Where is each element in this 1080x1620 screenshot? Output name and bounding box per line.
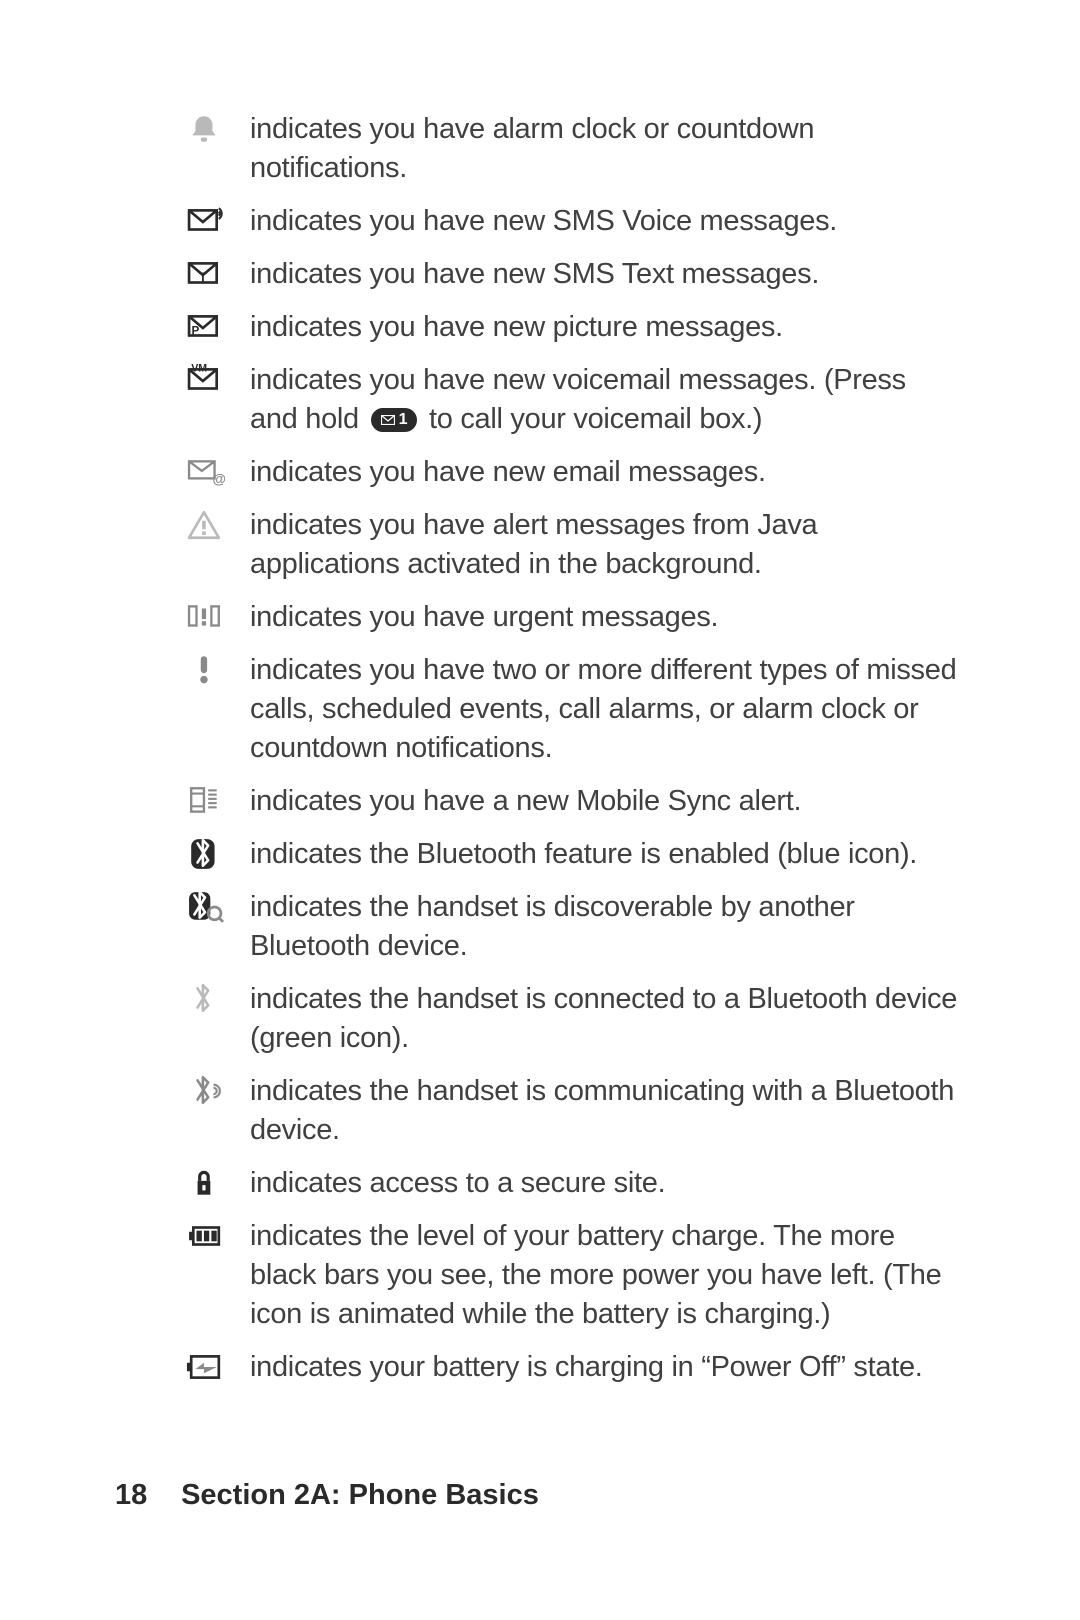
icon-row: indicates your battery is charging in “P…: [160, 1348, 960, 1387]
bt-discoverable-icon: [160, 888, 250, 924]
icon-row: indicates you have new voicemail message…: [160, 361, 960, 439]
voicemail-icon: [160, 361, 250, 397]
charging-off-icon: [160, 1348, 250, 1384]
section-label: Section 2A: Phone Basics: [181, 1479, 539, 1511]
icon-description: indicates the handset is communicating w…: [250, 1072, 960, 1150]
icon-row: indicates the handset is connected to a …: [160, 980, 960, 1058]
battery-icon: [160, 1217, 250, 1253]
icon-row: indicates you have a new Mobile Sync ale…: [160, 782, 960, 821]
icon-description: indicates the handset is discoverable by…: [250, 888, 960, 966]
icon-description: indicates you have new picture messages.: [250, 308, 960, 347]
icon-row: indicates you have new SMS Voice message…: [160, 202, 960, 241]
icon-description: indicates the Bluetooth feature is enabl…: [250, 835, 960, 874]
voicemail-key-label: 1: [399, 408, 408, 432]
lock-icon: [160, 1164, 250, 1200]
icon-description: indicates you have alert messages from J…: [250, 506, 960, 584]
icon-row: indicates access to a secure site.: [160, 1164, 960, 1203]
desc-text-post: to call your voicemail box.): [421, 403, 762, 435]
icon-description: indicates you have new SMS Voice message…: [250, 202, 960, 241]
alert-triangle-icon: [160, 506, 250, 542]
icon-description: indicates you have urgent messages.: [250, 598, 960, 637]
icon-description-list: indicates you have alarm clock or countd…: [160, 110, 960, 1387]
icon-row: indicates the level of your battery char…: [160, 1217, 960, 1334]
page-number: 18: [115, 1479, 173, 1512]
bt-connected-icon: [160, 980, 250, 1016]
sms-text-icon: [160, 255, 250, 291]
icon-row: indicates the handset is discoverable by…: [160, 888, 960, 966]
icon-row: indicates the handset is communicating w…: [160, 1072, 960, 1150]
icon-description: indicates the level of your battery char…: [250, 1217, 960, 1334]
multi-missed-icon: [160, 651, 250, 687]
email-icon: [160, 453, 250, 489]
icon-row: indicates you have alarm clock or countd…: [160, 110, 960, 188]
bt-enabled-icon: [160, 835, 250, 871]
icon-description: indicates you have a new Mobile Sync ale…: [250, 782, 960, 821]
icon-row: indicates you have new email messages.: [160, 453, 960, 492]
sms-voice-icon: [160, 202, 250, 238]
icon-row: indicates you have new picture messages.: [160, 308, 960, 347]
icon-description: indicates you have new voicemail message…: [250, 361, 960, 439]
bell-icon: [160, 110, 250, 146]
icon-row: indicates you have new SMS Text messages…: [160, 255, 960, 294]
icon-description: indicates you have alarm clock or countd…: [250, 110, 960, 188]
page-footer: 18 Section 2A: Phone Basics: [115, 1479, 539, 1512]
icon-description: indicates the handset is connected to a …: [250, 980, 960, 1058]
mobile-sync-icon: [160, 782, 250, 818]
manual-page: indicates you have alarm clock or countd…: [0, 0, 1080, 1620]
icon-row: indicates you have two or more different…: [160, 651, 960, 768]
icon-description: indicates your battery is charging in “P…: [250, 1348, 960, 1387]
icon-description: indicates you have two or more different…: [250, 651, 960, 768]
picture-msg-icon: [160, 308, 250, 344]
icon-description: indicates you have new email messages.: [250, 453, 960, 492]
bt-comm-icon: [160, 1072, 250, 1108]
icon-row: indicates the Bluetooth feature is enabl…: [160, 835, 960, 874]
icon-description: indicates you have new SMS Text messages…: [250, 255, 960, 294]
icon-description: indicates access to a secure site.: [250, 1164, 960, 1203]
urgent-icon: [160, 598, 250, 634]
voicemail-key-icon: 1: [371, 408, 418, 432]
icon-row: indicates you have urgent messages.: [160, 598, 960, 637]
icon-row: indicates you have alert messages from J…: [160, 506, 960, 584]
